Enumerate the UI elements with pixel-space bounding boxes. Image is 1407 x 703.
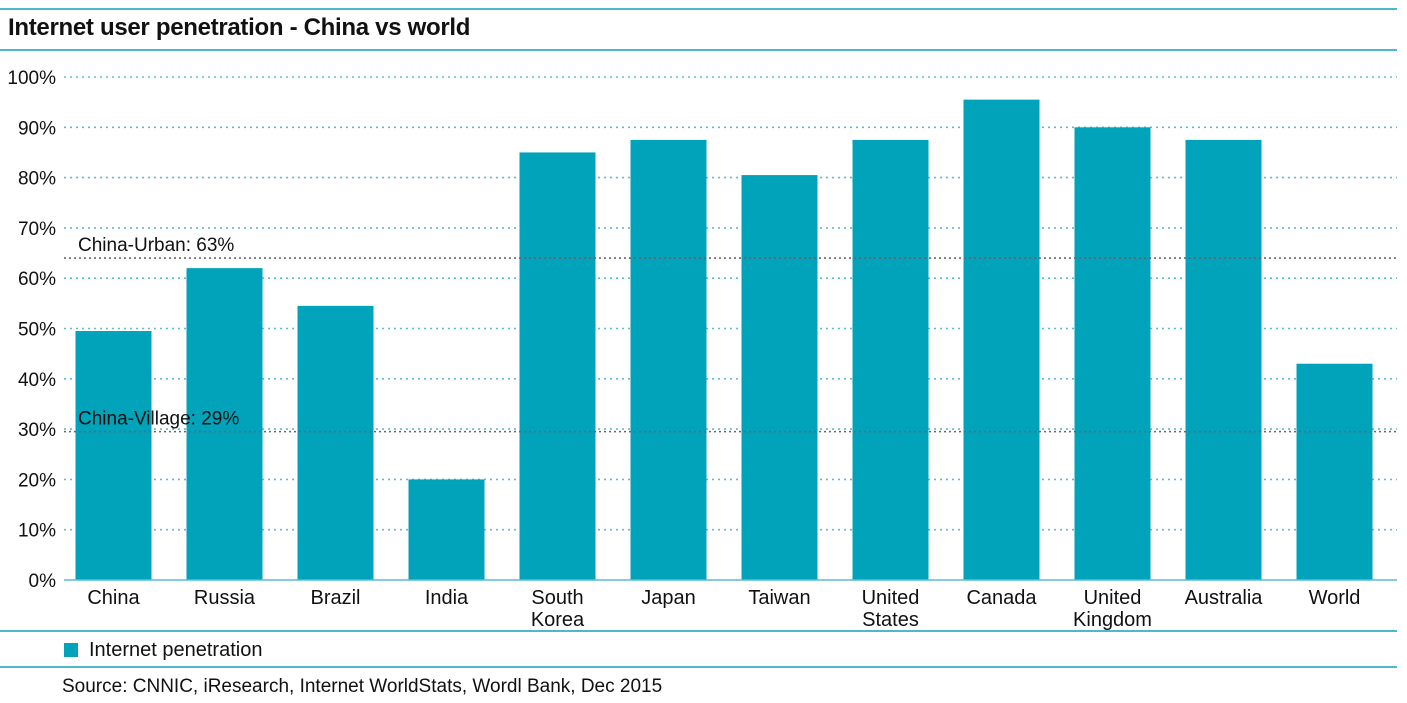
chart-title: Internet user penetration - China vs wor… bbox=[8, 14, 471, 41]
x-tick-label: China bbox=[87, 587, 140, 609]
y-tick-label: 60% bbox=[18, 269, 56, 290]
x-tick-label: India bbox=[425, 587, 469, 609]
bar bbox=[75, 331, 152, 580]
bar bbox=[963, 99, 1040, 580]
bar bbox=[1074, 127, 1151, 581]
x-tick-label: United Kingdom bbox=[1073, 587, 1152, 631]
bar bbox=[852, 139, 929, 580]
x-tick-label: Russia bbox=[194, 587, 256, 609]
y-tick-label: 80% bbox=[18, 169, 56, 190]
x-tick-label: World bbox=[1309, 587, 1361, 609]
bar bbox=[741, 175, 818, 580]
title-rule bbox=[0, 49, 1397, 51]
bar bbox=[519, 152, 596, 580]
legend-top-rule bbox=[0, 630, 1397, 632]
x-tick-label: Brazil bbox=[310, 587, 360, 609]
top-rule bbox=[0, 8, 1397, 10]
bar bbox=[297, 305, 374, 580]
y-tick-label: 0% bbox=[29, 571, 57, 592]
x-tick-label: Canada bbox=[966, 587, 1037, 609]
legend-bottom-rule bbox=[0, 666, 1397, 668]
y-tick-label: 50% bbox=[18, 320, 56, 341]
bar bbox=[408, 479, 485, 580]
y-tick-label: 70% bbox=[18, 219, 56, 240]
reference-label: China-Urban: 63% bbox=[78, 235, 234, 256]
legend: Internet penetration bbox=[64, 638, 262, 662]
reference-label: China-Village: 29% bbox=[78, 409, 239, 430]
y-tick-label: 90% bbox=[18, 118, 56, 139]
y-tick-label: 30% bbox=[18, 420, 56, 441]
bar bbox=[630, 139, 707, 580]
x-tick-label: United States bbox=[862, 587, 920, 631]
bar bbox=[1296, 363, 1373, 580]
x-tick-label: Taiwan bbox=[748, 587, 810, 609]
legend-swatch bbox=[64, 643, 78, 657]
bar-chart: 0% 10% 20% 30% 40% 50% 60% 70% 80% 90% 100% China Ru… bbox=[7, 68, 1397, 631]
x-tick-label: Australia bbox=[1185, 587, 1264, 609]
y-tick-label: 40% bbox=[18, 370, 56, 391]
bar bbox=[1185, 139, 1262, 580]
legend-label: Internet penetration bbox=[89, 638, 263, 661]
x-tick-label: South Korea bbox=[531, 587, 585, 631]
bar bbox=[186, 268, 263, 580]
source-note: Source: CNNIC, iResearch, Internet World… bbox=[62, 676, 663, 697]
x-tick-label: Japan bbox=[641, 587, 696, 609]
y-tick-label: 100% bbox=[7, 68, 56, 89]
y-tick-label: 20% bbox=[18, 470, 56, 491]
y-tick-label: 10% bbox=[18, 521, 56, 542]
